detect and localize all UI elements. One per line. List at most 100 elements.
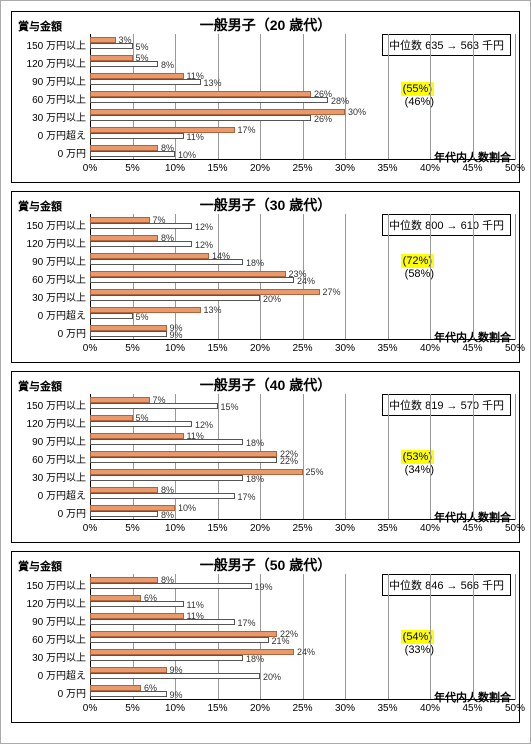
ytick-label: 90 万円以上 bbox=[18, 253, 86, 268]
xtick-label: 50% bbox=[505, 523, 525, 534]
bar-value-primary: 11% bbox=[187, 611, 204, 621]
bar-row: 60 万円以上22%21% bbox=[90, 630, 515, 644]
bar-row: 30 万円以上30%26% bbox=[90, 108, 515, 122]
ytick-label: 120 万円以上 bbox=[18, 595, 86, 610]
bar-value-secondary: 17% bbox=[238, 492, 256, 502]
bar-value-secondary: 20% bbox=[263, 672, 281, 682]
ytick-label: 30 万円以上 bbox=[18, 469, 86, 484]
bar-value-primary: 11% bbox=[187, 71, 204, 81]
bar-value-secondary: 12% bbox=[195, 222, 213, 232]
bar-row: 30 万円以上25%18% bbox=[90, 468, 515, 482]
bar-value-secondary: 13% bbox=[204, 78, 222, 88]
yaxis-title: 賞与金額 bbox=[18, 558, 62, 574]
bar-value-primary: 5% bbox=[136, 53, 149, 63]
xtick-label: 0% bbox=[83, 163, 97, 174]
ytick-label: 30 万円以上 bbox=[18, 649, 86, 664]
ytick-label: 30 万円以上 bbox=[18, 289, 86, 304]
xtick-label: 20% bbox=[250, 523, 270, 534]
gridline bbox=[515, 574, 516, 700]
bar-row: 0 万円10%8% bbox=[90, 504, 515, 518]
chart-panel: 一般男子（50 歳代）賞与金額年代内人数割合中位数 846 → 566 千円(5… bbox=[11, 551, 520, 723]
ytick-label: 0 万円 bbox=[18, 325, 86, 340]
bar-value-secondary: 12% bbox=[195, 240, 213, 250]
xtick-label: 5% bbox=[125, 343, 139, 354]
xtick-label: 15% bbox=[207, 523, 227, 534]
bar-value-primary: 9% bbox=[170, 665, 183, 675]
bar-value-secondary: 19% bbox=[255, 582, 273, 592]
xtick-label: 50% bbox=[505, 703, 525, 714]
ytick-label: 0 万円超え bbox=[18, 667, 86, 682]
xtick-label: 5% bbox=[125, 523, 139, 534]
bar-row: 0 万円超え13%5% bbox=[90, 306, 515, 320]
xtick-label: 10% bbox=[165, 523, 185, 534]
yaxis-title: 賞与金額 bbox=[18, 18, 62, 34]
bar-value-secondary: 8% bbox=[161, 510, 174, 520]
bar-secondary bbox=[90, 295, 260, 301]
bar-value-secondary: 5% bbox=[136, 42, 149, 52]
ytick-label: 0 万円 bbox=[18, 145, 86, 160]
chart-title: 一般男子（30 歳代） bbox=[12, 195, 519, 215]
bar-row: 60 万円以上23%24% bbox=[90, 270, 515, 284]
bar-value-primary: 7% bbox=[153, 215, 166, 225]
xtick-label: 35% bbox=[377, 703, 397, 714]
bar-value-secondary: 26% bbox=[314, 114, 332, 124]
bar-value-secondary: 18% bbox=[246, 654, 264, 664]
bar-value-secondary: 11% bbox=[187, 600, 204, 610]
bar-value-primary: 26% bbox=[314, 89, 332, 99]
ytick-label: 120 万円以上 bbox=[18, 55, 86, 70]
ytick-label: 0 万円超え bbox=[18, 487, 86, 502]
chart-panel: 一般男子（20 歳代）賞与金額年代内人数割合中位数 635 → 563 千円(5… bbox=[11, 11, 520, 183]
bar-row: 120 万円以上5%8% bbox=[90, 54, 515, 68]
bar-value-primary: 27% bbox=[323, 287, 341, 297]
ytick-label: 60 万円以上 bbox=[18, 451, 86, 466]
bar-value-primary: 24% bbox=[297, 647, 315, 657]
ytick-label: 0 万円超え bbox=[18, 127, 86, 142]
xtick-label: 45% bbox=[462, 343, 482, 354]
bar-value-primary: 8% bbox=[161, 485, 174, 495]
bar-row: 0 万円超え17%11% bbox=[90, 126, 515, 140]
bar-value-primary: 17% bbox=[238, 125, 256, 135]
xtick-label: 30% bbox=[335, 523, 355, 534]
bar-row: 0 万円9%9% bbox=[90, 324, 515, 338]
bar-value-primary: 14% bbox=[212, 251, 230, 261]
bar-secondary bbox=[90, 619, 235, 625]
xtick-label: 35% bbox=[377, 343, 397, 354]
xtick-label: 35% bbox=[377, 523, 397, 534]
chart-title: 一般男子（20 歳代） bbox=[12, 15, 519, 35]
xtick-label: 50% bbox=[505, 343, 525, 354]
xtick-label: 10% bbox=[165, 703, 185, 714]
bar-secondary bbox=[90, 133, 184, 139]
chart-panel: 一般男子（40 歳代）賞与金額年代内人数割合中位数 819 → 570 千円(5… bbox=[11, 371, 520, 543]
xtick-label: 45% bbox=[462, 523, 482, 534]
bar-value-primary: 6% bbox=[144, 593, 157, 603]
bar-row: 30 万円以上27%20% bbox=[90, 288, 515, 302]
bar-value-secondary: 12% bbox=[195, 420, 213, 430]
bar-row: 60 万円以上26%28% bbox=[90, 90, 515, 104]
bar-value-primary: 8% bbox=[161, 233, 174, 243]
xtick-label: 40% bbox=[420, 343, 440, 354]
bar-value-secondary: 11% bbox=[187, 132, 204, 142]
ytick-label: 150 万円以上 bbox=[18, 577, 86, 592]
bar-row: 90 万円以上11%13% bbox=[90, 72, 515, 86]
chart-title: 一般男子（50 歳代） bbox=[12, 555, 519, 575]
bar-secondary bbox=[90, 79, 201, 85]
xaxis-line bbox=[90, 519, 515, 520]
bar-value-secondary: 10% bbox=[178, 150, 196, 160]
xtick-label: 25% bbox=[292, 703, 312, 714]
xtick-label: 20% bbox=[250, 343, 270, 354]
bar-row: 0 万円6%9% bbox=[90, 684, 515, 698]
bar-row: 90 万円以上14%18% bbox=[90, 252, 515, 266]
bar-row: 0 万円8%10% bbox=[90, 144, 515, 158]
bar-secondary bbox=[90, 655, 243, 661]
xtick-label: 15% bbox=[207, 343, 227, 354]
xtick-label: 20% bbox=[250, 703, 270, 714]
ytick-label: 30 万円以上 bbox=[18, 109, 86, 124]
bar-row: 150 万円以上8%19% bbox=[90, 576, 515, 590]
xtick-label: 45% bbox=[462, 163, 482, 174]
ytick-label: 0 万円 bbox=[18, 685, 86, 700]
xtick-label: 15% bbox=[207, 163, 227, 174]
bar-row: 150 万円以上3%5% bbox=[90, 36, 515, 50]
bar-value-primary: 5% bbox=[136, 413, 149, 423]
plot-area: 0%5%10%15%20%25%30%35%40%45%50%150 万円以上3… bbox=[90, 34, 515, 160]
chart-panel: 一般男子（30 歳代）賞与金額年代内人数割合中位数 800 → 610 千円(7… bbox=[11, 191, 520, 363]
